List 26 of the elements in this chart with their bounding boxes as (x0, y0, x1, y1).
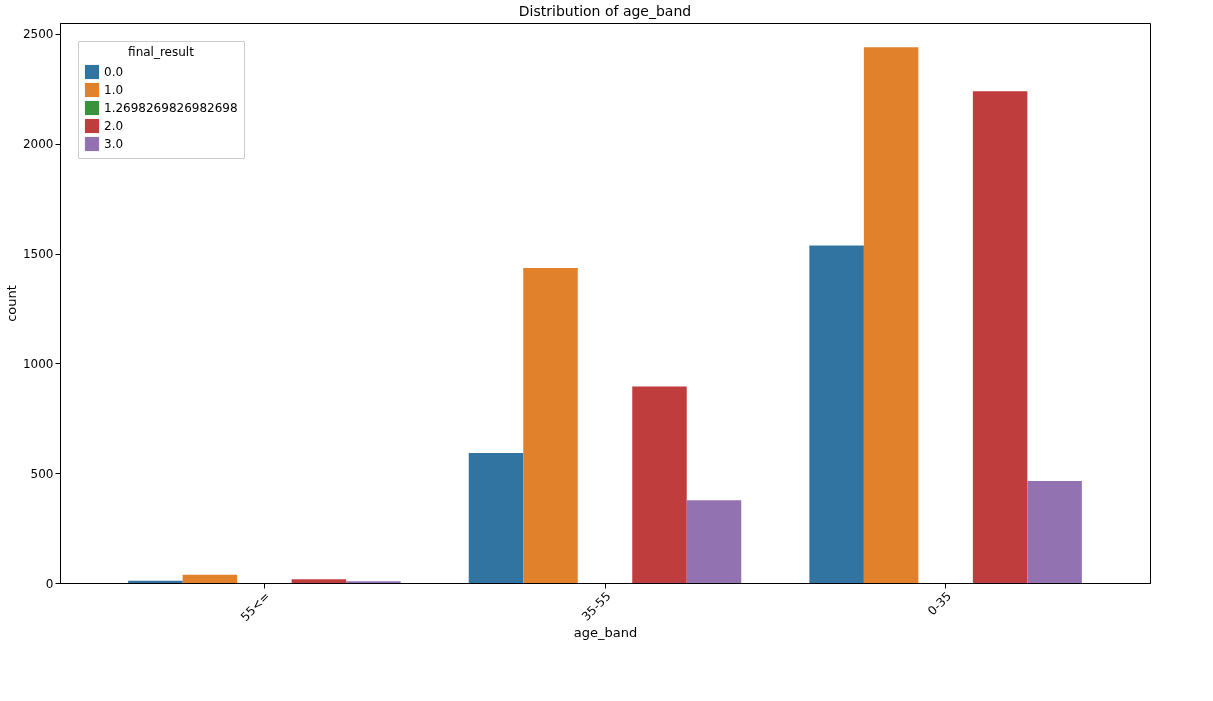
bar (686, 500, 742, 583)
chart-title: Distribution of age_band (518, 3, 692, 19)
y-tick-label: 1500 (22, 247, 54, 262)
bar (182, 574, 238, 583)
y-tick-label: 0 (45, 576, 54, 591)
bar (809, 245, 864, 583)
y-tick-label: 1000 (22, 356, 54, 371)
legend-label: 0.0 (104, 65, 124, 79)
bar (1027, 481, 1082, 583)
bar (523, 268, 578, 583)
legend-label: 2.0 (104, 119, 124, 133)
legend-label: 3.0 (104, 137, 124, 151)
y-tick-label: 2000 (22, 137, 54, 152)
bar (128, 580, 183, 583)
bar (291, 579, 347, 583)
legend-title: final_result (128, 45, 195, 59)
bar (468, 452, 524, 583)
bar (863, 47, 919, 583)
y-tick-label: 2500 (22, 27, 54, 42)
y-axis-title: count (3, 285, 19, 322)
x-axis-title: age_band (573, 625, 638, 641)
bar (972, 91, 1028, 583)
legend-label: 1.2698269826982698 (104, 101, 238, 115)
legend-label: 1.0 (104, 83, 124, 97)
y-tick-label: 500 (30, 466, 54, 481)
bar (632, 386, 687, 583)
